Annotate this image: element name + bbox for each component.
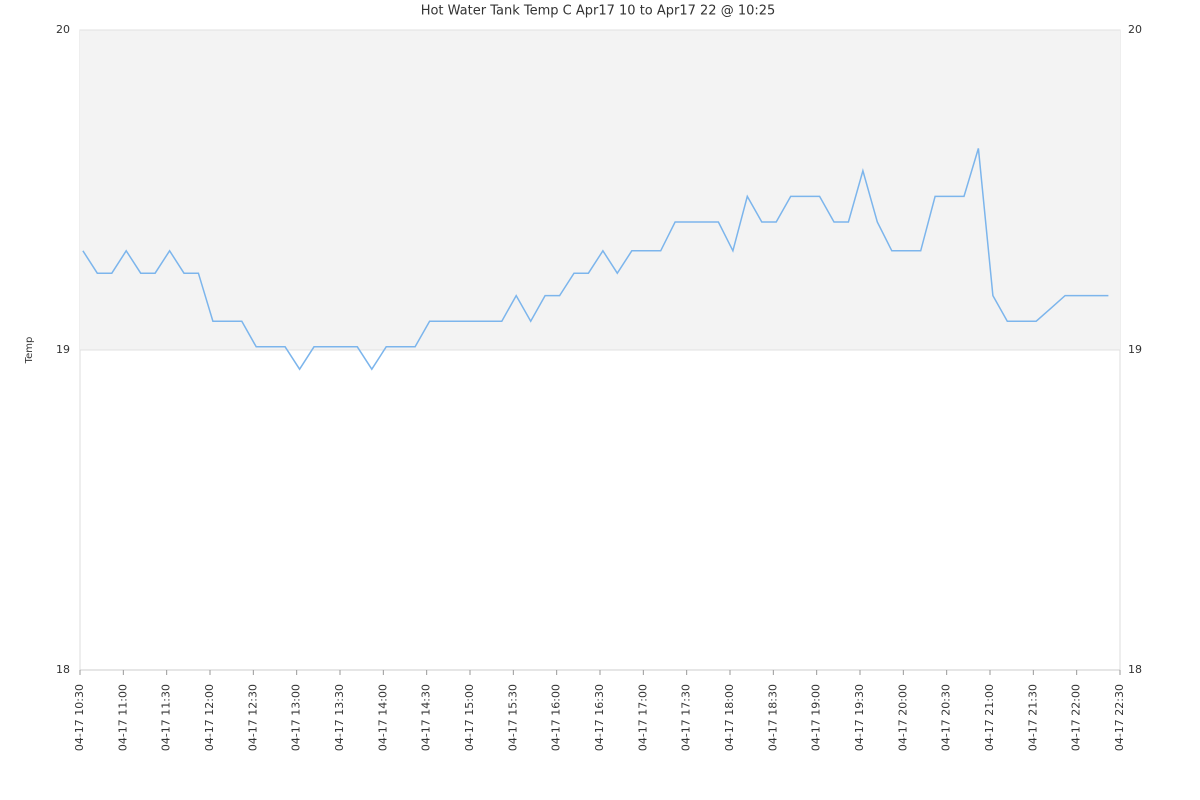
x-tick-label: 04-17 22:00 (1070, 684, 1083, 751)
chart-title: Hot Water Tank Temp C Apr17 10 to Apr17 … (421, 4, 776, 19)
highlight-band (80, 30, 1120, 350)
y-axis-label: Temp (24, 337, 35, 365)
x-tick-label: 04-17 22:30 (1113, 684, 1126, 751)
x-tick-label: 04-17 14:00 (376, 684, 389, 751)
y-tick-label: 19 (56, 343, 70, 356)
x-tick-label: 04-17 11:30 (160, 684, 173, 751)
x-tick-label: 04-17 20:30 (940, 684, 953, 751)
y-tick-label: 18 (56, 663, 70, 676)
x-tick-label: 04-17 16:00 (550, 684, 563, 751)
y2-tick-label: 20 (1128, 23, 1142, 36)
x-tick-label: 04-17 11:00 (116, 684, 129, 751)
x-tick-label: 04-17 13:00 (290, 684, 303, 751)
x-tick-label: 04-17 10:30 (73, 684, 86, 751)
x-tick-label: 04-17 18:30 (766, 684, 779, 751)
y2-tick-label: 19 (1128, 343, 1142, 356)
x-tick-label: 04-17 18:00 (723, 684, 736, 751)
x-tick-label: 04-17 19:00 (810, 684, 823, 751)
x-tick-label: 04-17 14:30 (420, 684, 433, 751)
x-tick-label: 04-17 21:30 (1026, 684, 1039, 751)
x-tick-label: 04-17 12:30 (246, 684, 259, 751)
y2-tick-label: 18 (1128, 663, 1142, 676)
x-tick-label: 04-17 15:30 (506, 684, 519, 751)
data-line (82, 148, 1109, 371)
x-tick-label: 04-17 17:00 (636, 684, 649, 751)
x-tick-label: 04-17 19:30 (853, 684, 866, 751)
x-tick-label: 04-17 21:00 (983, 684, 996, 751)
x-tick-label: 04-17 12:00 (203, 684, 216, 751)
x-tick-label: 04-17 16:30 (593, 684, 606, 751)
x-tick-label: 04-17 20:00 (896, 684, 909, 751)
x-tick-label: 04-17 15:00 (463, 684, 476, 751)
y-tick-label: 20 (56, 23, 70, 36)
x-tick-label: 04-17 13:30 (333, 684, 346, 751)
x-tick-label: 04-17 17:30 (680, 684, 693, 751)
